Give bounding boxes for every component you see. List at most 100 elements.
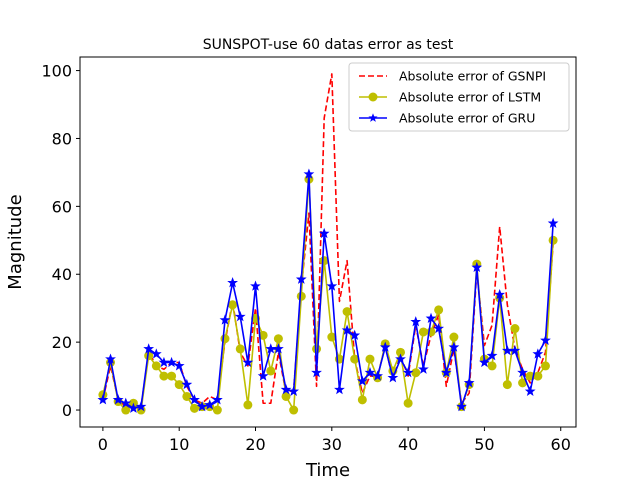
data-point (510, 324, 520, 334)
data-point (235, 344, 245, 354)
data-point (350, 354, 360, 364)
data-point (289, 405, 299, 415)
legend-label: Absolute error of LSTM (399, 90, 541, 105)
data-point (349, 329, 361, 340)
data-point (502, 380, 512, 390)
data-point (296, 291, 306, 301)
data-point (144, 351, 154, 361)
data-point (356, 375, 368, 386)
data-point (312, 344, 322, 354)
data-point (311, 367, 322, 378)
data-point (540, 334, 551, 346)
series-layer (97, 73, 559, 415)
data-point (372, 370, 383, 381)
y-axis-label: Magnitude (5, 194, 26, 289)
legend: Absolute error of GSNPI Absolute error of… (348, 62, 570, 132)
data-point (128, 402, 139, 413)
legend-label: Absolute error of GRU (399, 111, 535, 126)
data-point (281, 391, 291, 401)
data-point (105, 353, 116, 364)
legend-box (348, 62, 570, 132)
data-point (418, 327, 428, 337)
data-point (479, 356, 490, 368)
legend-label: Absolute error of GSNPI (399, 69, 546, 84)
data-point (425, 312, 437, 323)
data-point (266, 366, 276, 376)
legend-entry: Absolute error of LSTM (359, 90, 541, 105)
data-point (173, 360, 185, 371)
data-point (220, 334, 230, 344)
data-point (403, 398, 413, 408)
data-point (250, 280, 261, 291)
x-tick-label: 60 (551, 435, 571, 454)
x-tick-label: 50 (474, 435, 494, 454)
data-point (379, 341, 391, 352)
data-point (273, 334, 283, 344)
x-tick-label: 20 (245, 435, 265, 454)
y-tick-label: 100 (41, 62, 72, 81)
data-point (395, 347, 405, 357)
x-tick-label: 0 (98, 435, 108, 454)
data-point (357, 395, 367, 405)
x-tick-label: 30 (322, 435, 342, 454)
data-point (517, 367, 528, 378)
data-point (112, 394, 124, 405)
data-point (318, 227, 330, 239)
data-point (395, 353, 406, 364)
data-point (433, 322, 445, 334)
data-point (159, 371, 169, 381)
data-point (120, 397, 132, 408)
x-tick-label: 10 (169, 435, 189, 454)
data-point (189, 394, 200, 405)
legend-marker (368, 92, 378, 102)
data-point (417, 363, 429, 374)
data-point (303, 168, 315, 179)
data-point (181, 378, 193, 390)
data-point (280, 383, 292, 395)
data-point (365, 354, 375, 364)
plot-frame (79, 56, 577, 428)
data-point (242, 356, 254, 368)
data-point (410, 316, 422, 327)
x-tick-label: 40 (398, 435, 418, 454)
data-point (258, 330, 268, 340)
data-point (204, 399, 216, 410)
data-point (288, 385, 300, 396)
chart-title: SUNSPOT-use 60 datas error as test (203, 37, 454, 53)
data-point (227, 277, 239, 288)
legend-entry: Absolute error of GRU (359, 111, 535, 126)
data-point (174, 380, 184, 390)
y-tick-label: 20 (52, 333, 72, 352)
data-point (533, 371, 543, 381)
y-axis: 0 20 40 60 80 100 (41, 62, 80, 420)
data-point (487, 361, 497, 371)
data-point (434, 305, 444, 315)
data-point (471, 261, 483, 273)
legend-entry: Absolute error of GSNPI (359, 69, 546, 84)
data-point (151, 361, 161, 371)
data-point (387, 372, 399, 383)
y-tick-label: 80 (52, 129, 72, 148)
data-point (219, 314, 231, 325)
data-point (456, 400, 467, 412)
data-point (532, 348, 544, 359)
x-axis: 0 10 20 30 40 50 60 (98, 427, 571, 454)
data-point (402, 367, 414, 378)
data-point (273, 343, 284, 354)
data-point (295, 273, 307, 284)
data-point (448, 341, 460, 352)
data-point (509, 344, 521, 356)
x-axis-label: Time (305, 460, 350, 480)
series-3 (97, 168, 559, 413)
data-point (166, 356, 177, 368)
y-tick-label: 40 (52, 265, 72, 284)
data-point (334, 383, 345, 395)
data-point (494, 288, 506, 300)
data-point (518, 378, 528, 388)
data-point (135, 400, 147, 412)
data-point (211, 394, 223, 405)
data-point (364, 367, 376, 378)
y-tick-label: 0 (62, 401, 72, 420)
data-point (212, 405, 222, 415)
